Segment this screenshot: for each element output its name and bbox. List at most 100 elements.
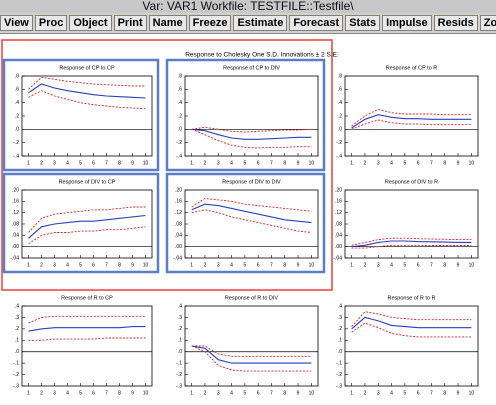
y-tick-label: .6 — [178, 87, 182, 93]
y-tick-label: -.4 — [336, 153, 342, 159]
y-tick-label: .4 — [15, 100, 19, 106]
x-tick-label: 6 — [92, 262, 95, 268]
toolbar-button[interactable]: Forecast — [289, 15, 344, 31]
x-tick-label: 3 — [53, 160, 56, 166]
figure-title: Response to Cholesky One S.D. Innovation… — [185, 52, 339, 59]
toolbar-button[interactable]: Object — [69, 15, 112, 31]
y-tick-label: .08 — [12, 221, 19, 227]
y-tick-label: .4 — [338, 100, 342, 106]
y-tick-label: .2 — [338, 326, 342, 332]
x-tick-label: 6 — [92, 160, 95, 166]
x-tick-label: 2 — [204, 390, 207, 396]
y-tick-label: -.3 — [336, 383, 342, 389]
x-tick-label: 4 — [66, 262, 69, 268]
x-tick-label: 9 — [131, 160, 134, 166]
x-tick-label: 4 — [66, 390, 69, 396]
y-tick-label: .20 — [175, 187, 182, 193]
x-tick-label: 9 — [457, 390, 460, 396]
x-tick-label: 7 — [270, 262, 273, 268]
y-tick-label: .1 — [178, 338, 182, 344]
x-tick-label: 5 — [79, 160, 82, 166]
x-tick-label: 7 — [105, 390, 108, 396]
x-tick-label: 10 — [143, 160, 149, 166]
band-line — [191, 126, 312, 133]
band-line — [191, 128, 312, 149]
x-tick-label: 10 — [309, 262, 315, 268]
x-tick-label: 3 — [217, 160, 220, 166]
response-line — [28, 214, 146, 239]
toolbar-button[interactable]: View — [0, 15, 33, 31]
y-tick-label: -.3 — [176, 383, 182, 389]
y-tick-label: .20 — [12, 187, 19, 193]
toolbar-button[interactable]: Print — [113, 15, 147, 31]
x-tick-label: 1 — [190, 262, 193, 268]
y-tick-label: -.04 — [10, 255, 19, 261]
y-tick-label: .16 — [12, 199, 19, 205]
response-line — [191, 345, 312, 364]
x-tick-label: 10 — [143, 390, 149, 396]
y-tick-label: -.3 — [13, 383, 19, 389]
x-tick-label: 5 — [403, 262, 406, 268]
selection-frame — [2, 172, 160, 274]
toolbar-button[interactable]: Stats — [345, 15, 381, 31]
y-tick-label: .0 — [178, 349, 182, 355]
toolbar-button[interactable]: Name — [148, 15, 187, 31]
y-tick-label: .1 — [338, 338, 342, 344]
x-tick-label: 4 — [66, 160, 69, 166]
x-tick-label: 4 — [230, 262, 233, 268]
band-line — [28, 76, 146, 90]
band-line — [191, 345, 312, 372]
toolbar-button[interactable]: Resids — [433, 15, 478, 31]
y-tick-label: .12 — [12, 210, 19, 216]
x-tick-label: 9 — [131, 262, 134, 268]
band-line — [351, 311, 472, 327]
x-tick-label: 10 — [469, 390, 475, 396]
y-tick-label: .12 — [335, 210, 342, 216]
band-line — [351, 119, 472, 130]
x-tick-label: 4 — [230, 160, 233, 166]
toolbar-button[interactable]: Freeze — [188, 15, 232, 31]
response-line — [28, 83, 146, 99]
y-tick-label: .0 — [338, 349, 342, 355]
x-tick-label: 10 — [469, 160, 475, 166]
y-tick-label: -.2 — [176, 372, 182, 378]
toolbar: View Proc Object Print Name Freeze Estimate For… — [0, 13, 496, 34]
x-tick-label: 5 — [79, 262, 82, 268]
x-tick-label: 8 — [443, 160, 446, 166]
x-tick-label: 1 — [27, 390, 30, 396]
toolbar-button[interactable]: Proc — [34, 15, 68, 31]
y-tick-label: .4 — [178, 100, 182, 106]
x-tick-label: 2 — [364, 262, 367, 268]
y-tick-label: -.2 — [336, 372, 342, 378]
y-tick-label: .3 — [178, 315, 182, 321]
band-line — [191, 198, 312, 212]
x-tick-label: 8 — [118, 160, 121, 166]
x-tick-label: 10 — [309, 160, 315, 166]
x-tick-label: 3 — [53, 262, 56, 268]
toolbar-button[interactable]: Estimate — [233, 15, 288, 31]
band-line — [28, 90, 146, 110]
y-tick-label: .08 — [335, 221, 342, 227]
x-tick-label: 4 — [390, 160, 393, 166]
selection-frame — [165, 58, 326, 172]
plot-frame — [344, 189, 479, 259]
x-tick-label: 5 — [79, 390, 82, 396]
y-tick-label: .1 — [15, 338, 19, 344]
x-tick-label: 8 — [283, 390, 286, 396]
response-line — [28, 326, 146, 332]
band-line — [351, 244, 472, 249]
x-tick-label: 5 — [403, 390, 406, 396]
x-tick-label: 6 — [417, 390, 420, 396]
y-tick-label: .8 — [338, 73, 342, 79]
x-tick-label: 9 — [131, 390, 134, 396]
toolbar-button[interactable]: Impulse — [382, 15, 432, 31]
y-tick-label: .3 — [15, 315, 19, 321]
x-tick-label: 5 — [403, 160, 406, 166]
x-tick-label: 5 — [243, 262, 246, 268]
toolbar-button[interactable]: Zoom — [479, 15, 496, 31]
x-tick-label: 6 — [92, 390, 95, 396]
x-tick-label: 8 — [118, 262, 121, 268]
selection-frame — [2, 58, 160, 172]
x-tick-label: 9 — [457, 262, 460, 268]
